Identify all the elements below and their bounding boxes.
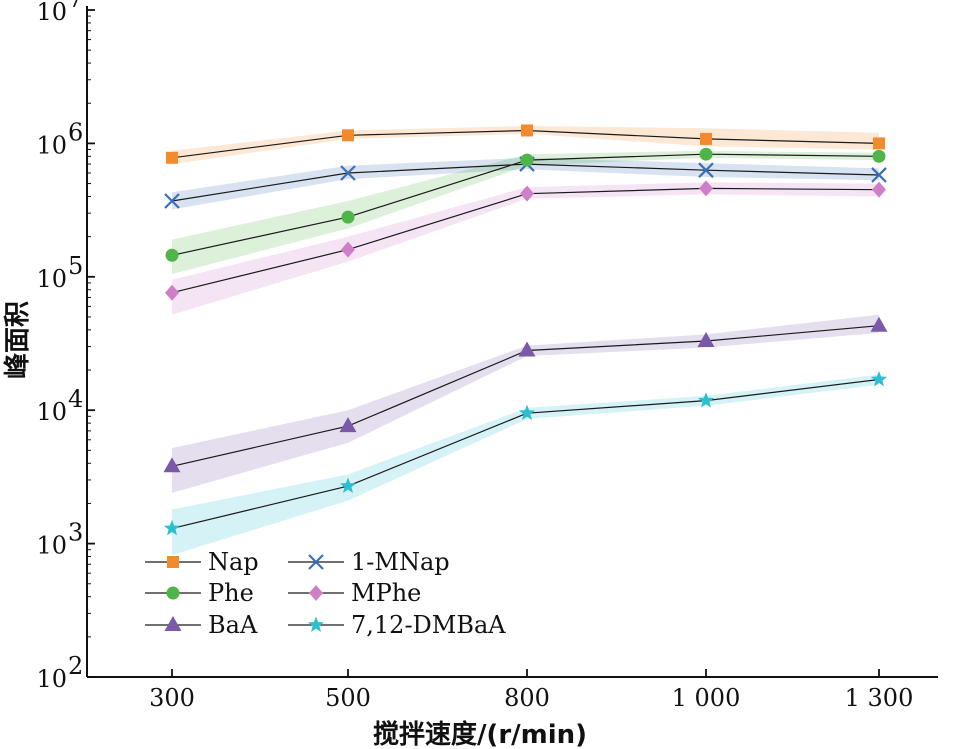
point-nap-0 xyxy=(166,151,178,164)
band-7-12-dmbaa xyxy=(172,374,879,556)
point-mphe-3 xyxy=(699,180,713,197)
legend-label-phe: Phe xyxy=(208,579,254,607)
y-tick-exponent: 5 xyxy=(68,252,83,280)
point-mphe-2 xyxy=(520,185,534,202)
point-1-mnap-4 xyxy=(871,167,887,183)
point-nap-3 xyxy=(700,132,712,145)
x-tick-label: 300 xyxy=(149,684,195,712)
band-phe xyxy=(172,150,879,274)
series-markers xyxy=(163,124,888,536)
point-phe-3 xyxy=(699,147,713,161)
band-baa xyxy=(172,314,879,493)
point-mphe-0 xyxy=(165,284,179,301)
point-baa-2 xyxy=(518,341,536,357)
point-7-12-dmbaa-0 xyxy=(163,519,181,536)
point-phe-4 xyxy=(872,149,886,163)
point-1-mnap-1 xyxy=(340,165,356,181)
y-tick-label: 10 xyxy=(36,398,67,426)
x-tick-label: 800 xyxy=(504,684,550,712)
point-7-12-dmbaa-1 xyxy=(339,477,357,493)
x-tick-label: 1 300 xyxy=(845,684,914,712)
y-tick-label: 10 xyxy=(36,665,67,693)
y-tick-label: 10 xyxy=(36,0,67,26)
point-7-12-dmbaa-4 xyxy=(870,370,888,387)
point-1-mnap-3 xyxy=(698,162,714,178)
legend-label-mphe: MPhe xyxy=(351,579,421,607)
legend: Nap 1-MNap Phe MPhe BaA 7,12-DMBaA xyxy=(145,548,506,639)
point-nap-1 xyxy=(342,129,354,142)
legend-marker-nap xyxy=(167,556,179,568)
point-baa-1 xyxy=(339,417,357,433)
x-tick-label: 500 xyxy=(325,684,371,712)
point-mphe-4 xyxy=(872,181,886,198)
legend-label-1-mnap: 1-MNap xyxy=(351,548,450,576)
y-tick-label: 10 xyxy=(36,532,67,560)
point-mphe-1 xyxy=(341,241,355,258)
band-mphe xyxy=(172,182,879,315)
y-axis-label: 峰面积 xyxy=(3,301,33,379)
legend-label-nap: Nap xyxy=(208,548,259,576)
legend-marker-phe xyxy=(166,586,180,600)
legend-label-7-12-dmbaa: 7,12-DMBaA xyxy=(351,611,506,639)
point-baa-0 xyxy=(163,457,181,473)
legend-marker-baa xyxy=(164,616,182,631)
legend-marker-mphe xyxy=(309,585,323,601)
point-phe-2 xyxy=(520,153,534,167)
y-tick-label: 10 xyxy=(36,131,67,159)
legend-label-baa: BaA xyxy=(208,611,258,639)
y-tick-exponent: 7 xyxy=(68,0,83,13)
point-1-mnap-0 xyxy=(164,193,180,209)
point-7-12-dmbaa-2 xyxy=(518,404,536,421)
y-tick-exponent: 3 xyxy=(68,519,83,547)
x-tick-label: 1 000 xyxy=(672,684,741,712)
point-phe-1 xyxy=(341,210,355,224)
legend-marker-7-12-dmbaa xyxy=(307,616,325,632)
y-tick-exponent: 2 xyxy=(68,652,83,680)
point-nap-4 xyxy=(873,137,885,150)
point-baa-4 xyxy=(870,316,888,332)
y-tick-exponent: 6 xyxy=(68,118,83,146)
y-tick-label: 10 xyxy=(36,265,67,293)
point-phe-0 xyxy=(165,248,179,262)
point-nap-2 xyxy=(521,124,533,137)
point-baa-3 xyxy=(697,332,715,348)
y-tick-exponent: 4 xyxy=(68,385,83,413)
point-7-12-dmbaa-3 xyxy=(697,392,715,408)
x-axis-label: 搅拌速度/(r/min) xyxy=(373,719,587,749)
legend-marker-1-mnap xyxy=(308,554,324,570)
